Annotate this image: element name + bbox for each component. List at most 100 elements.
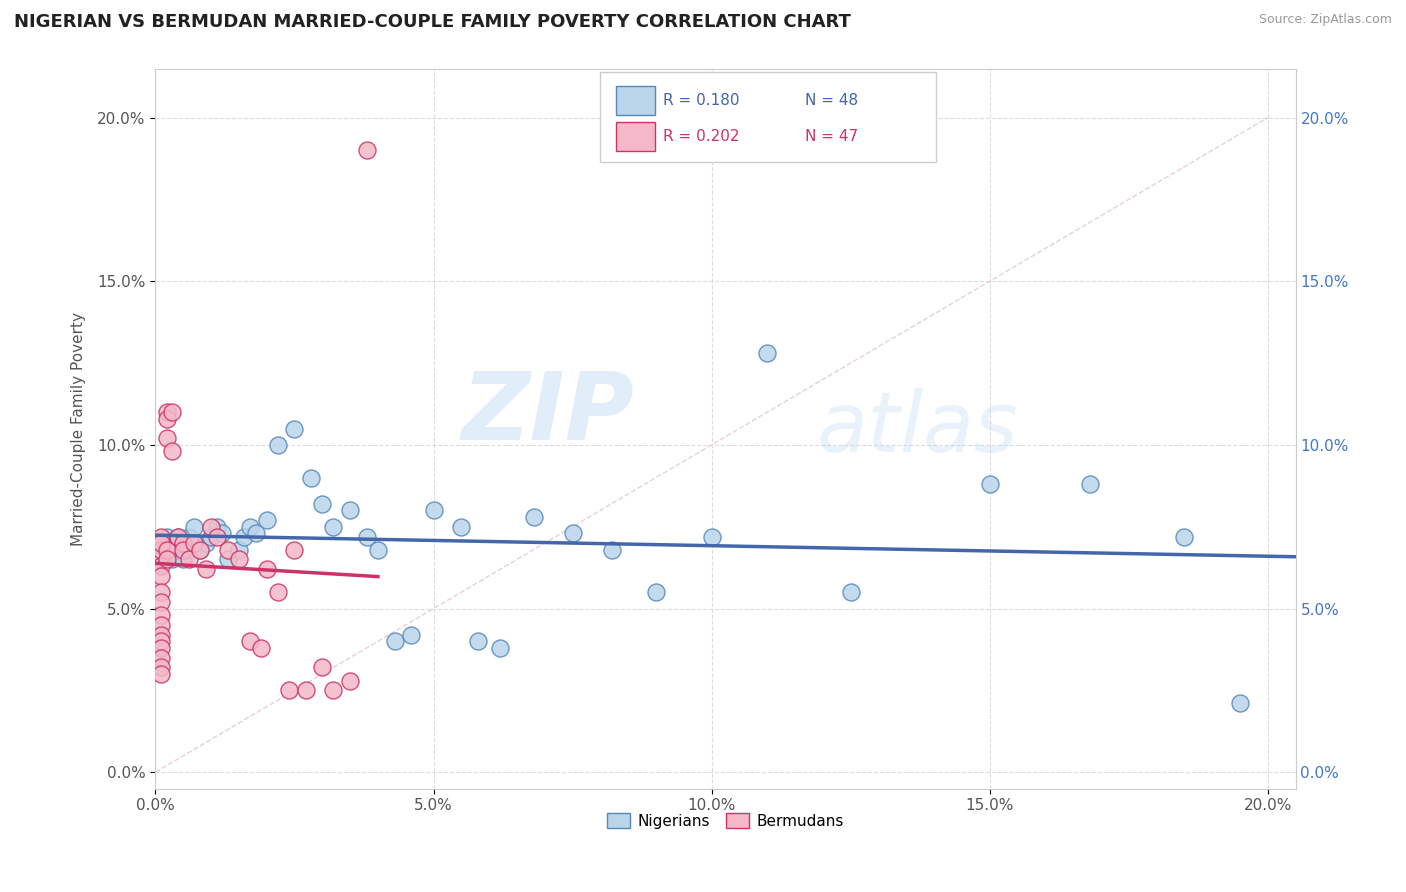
Point xyxy=(277,683,299,698)
Point xyxy=(267,438,290,452)
Point xyxy=(356,529,378,543)
Point xyxy=(155,542,177,557)
FancyBboxPatch shape xyxy=(600,72,936,162)
Point xyxy=(267,585,290,599)
Point xyxy=(1229,697,1251,711)
Point xyxy=(205,529,228,543)
Point xyxy=(166,529,188,543)
Text: R = 0.180: R = 0.180 xyxy=(662,94,740,109)
Point xyxy=(177,542,200,557)
Point xyxy=(256,513,278,527)
Point xyxy=(155,405,177,419)
Y-axis label: Married-Couple Family Poverty: Married-Couple Family Poverty xyxy=(72,311,86,546)
Point xyxy=(311,660,333,674)
Point xyxy=(150,536,173,550)
Point xyxy=(200,519,222,533)
Point xyxy=(200,529,222,543)
Point xyxy=(150,585,173,599)
Point xyxy=(245,526,267,541)
Point xyxy=(1078,477,1101,491)
Point xyxy=(422,503,444,517)
Text: N = 47: N = 47 xyxy=(806,129,859,145)
Point xyxy=(155,529,177,543)
Point xyxy=(172,552,194,566)
Point xyxy=(979,477,1001,491)
Point xyxy=(283,542,305,557)
Point xyxy=(194,536,217,550)
Point xyxy=(160,552,183,566)
Point xyxy=(177,552,200,566)
Point xyxy=(150,650,173,665)
Point xyxy=(489,640,512,655)
Point xyxy=(150,542,173,557)
Text: N = 48: N = 48 xyxy=(806,94,859,109)
Point xyxy=(217,552,239,566)
Point xyxy=(160,405,183,419)
Point xyxy=(172,542,194,557)
Point xyxy=(172,536,194,550)
Point xyxy=(339,673,361,688)
Point xyxy=(150,618,173,632)
Point xyxy=(150,569,173,583)
Point xyxy=(155,552,177,566)
Point xyxy=(150,628,173,642)
Point xyxy=(155,411,177,425)
Point xyxy=(239,634,262,648)
Point xyxy=(183,536,205,550)
Point xyxy=(600,542,623,557)
Legend: Nigerians, Bermudans: Nigerians, Bermudans xyxy=(602,806,849,835)
Point xyxy=(322,683,344,698)
Point xyxy=(367,542,389,557)
Text: atlas: atlas xyxy=(817,388,1018,469)
Point xyxy=(217,542,239,557)
Point xyxy=(384,634,406,648)
Point xyxy=(228,542,250,557)
Point xyxy=(160,536,183,550)
FancyBboxPatch shape xyxy=(616,86,655,115)
Point xyxy=(467,634,489,648)
Text: R = 0.202: R = 0.202 xyxy=(662,129,740,145)
Point xyxy=(205,519,228,533)
Point xyxy=(645,585,668,599)
Point xyxy=(339,503,361,517)
Point xyxy=(700,529,723,543)
Point xyxy=(523,509,546,524)
Point xyxy=(233,529,256,543)
Point xyxy=(294,683,316,698)
Point xyxy=(177,529,200,543)
Point xyxy=(150,608,173,623)
Point xyxy=(211,526,233,541)
Point xyxy=(188,542,211,557)
Point xyxy=(250,640,273,655)
Point xyxy=(561,526,583,541)
Point xyxy=(150,559,173,574)
Point xyxy=(166,542,188,557)
Point xyxy=(150,536,173,550)
Point xyxy=(228,552,250,566)
Point xyxy=(150,536,173,550)
Point xyxy=(839,585,862,599)
Point xyxy=(155,542,177,557)
Text: ZIP: ZIP xyxy=(461,368,634,460)
Point xyxy=(155,431,177,445)
Point xyxy=(311,497,333,511)
Point xyxy=(183,519,205,533)
Point xyxy=(283,421,305,435)
Point xyxy=(150,542,173,557)
Point xyxy=(188,542,211,557)
Point xyxy=(356,144,378,158)
Point xyxy=(150,552,173,566)
Point xyxy=(256,562,278,576)
Point xyxy=(150,529,173,543)
Point xyxy=(150,634,173,648)
Point xyxy=(450,519,472,533)
Point xyxy=(172,536,194,550)
Point xyxy=(401,628,423,642)
Point xyxy=(150,595,173,609)
Point xyxy=(299,470,322,484)
Point xyxy=(194,562,217,576)
Point xyxy=(756,346,779,360)
Point xyxy=(160,444,183,458)
Point xyxy=(150,640,173,655)
Point xyxy=(150,660,173,674)
